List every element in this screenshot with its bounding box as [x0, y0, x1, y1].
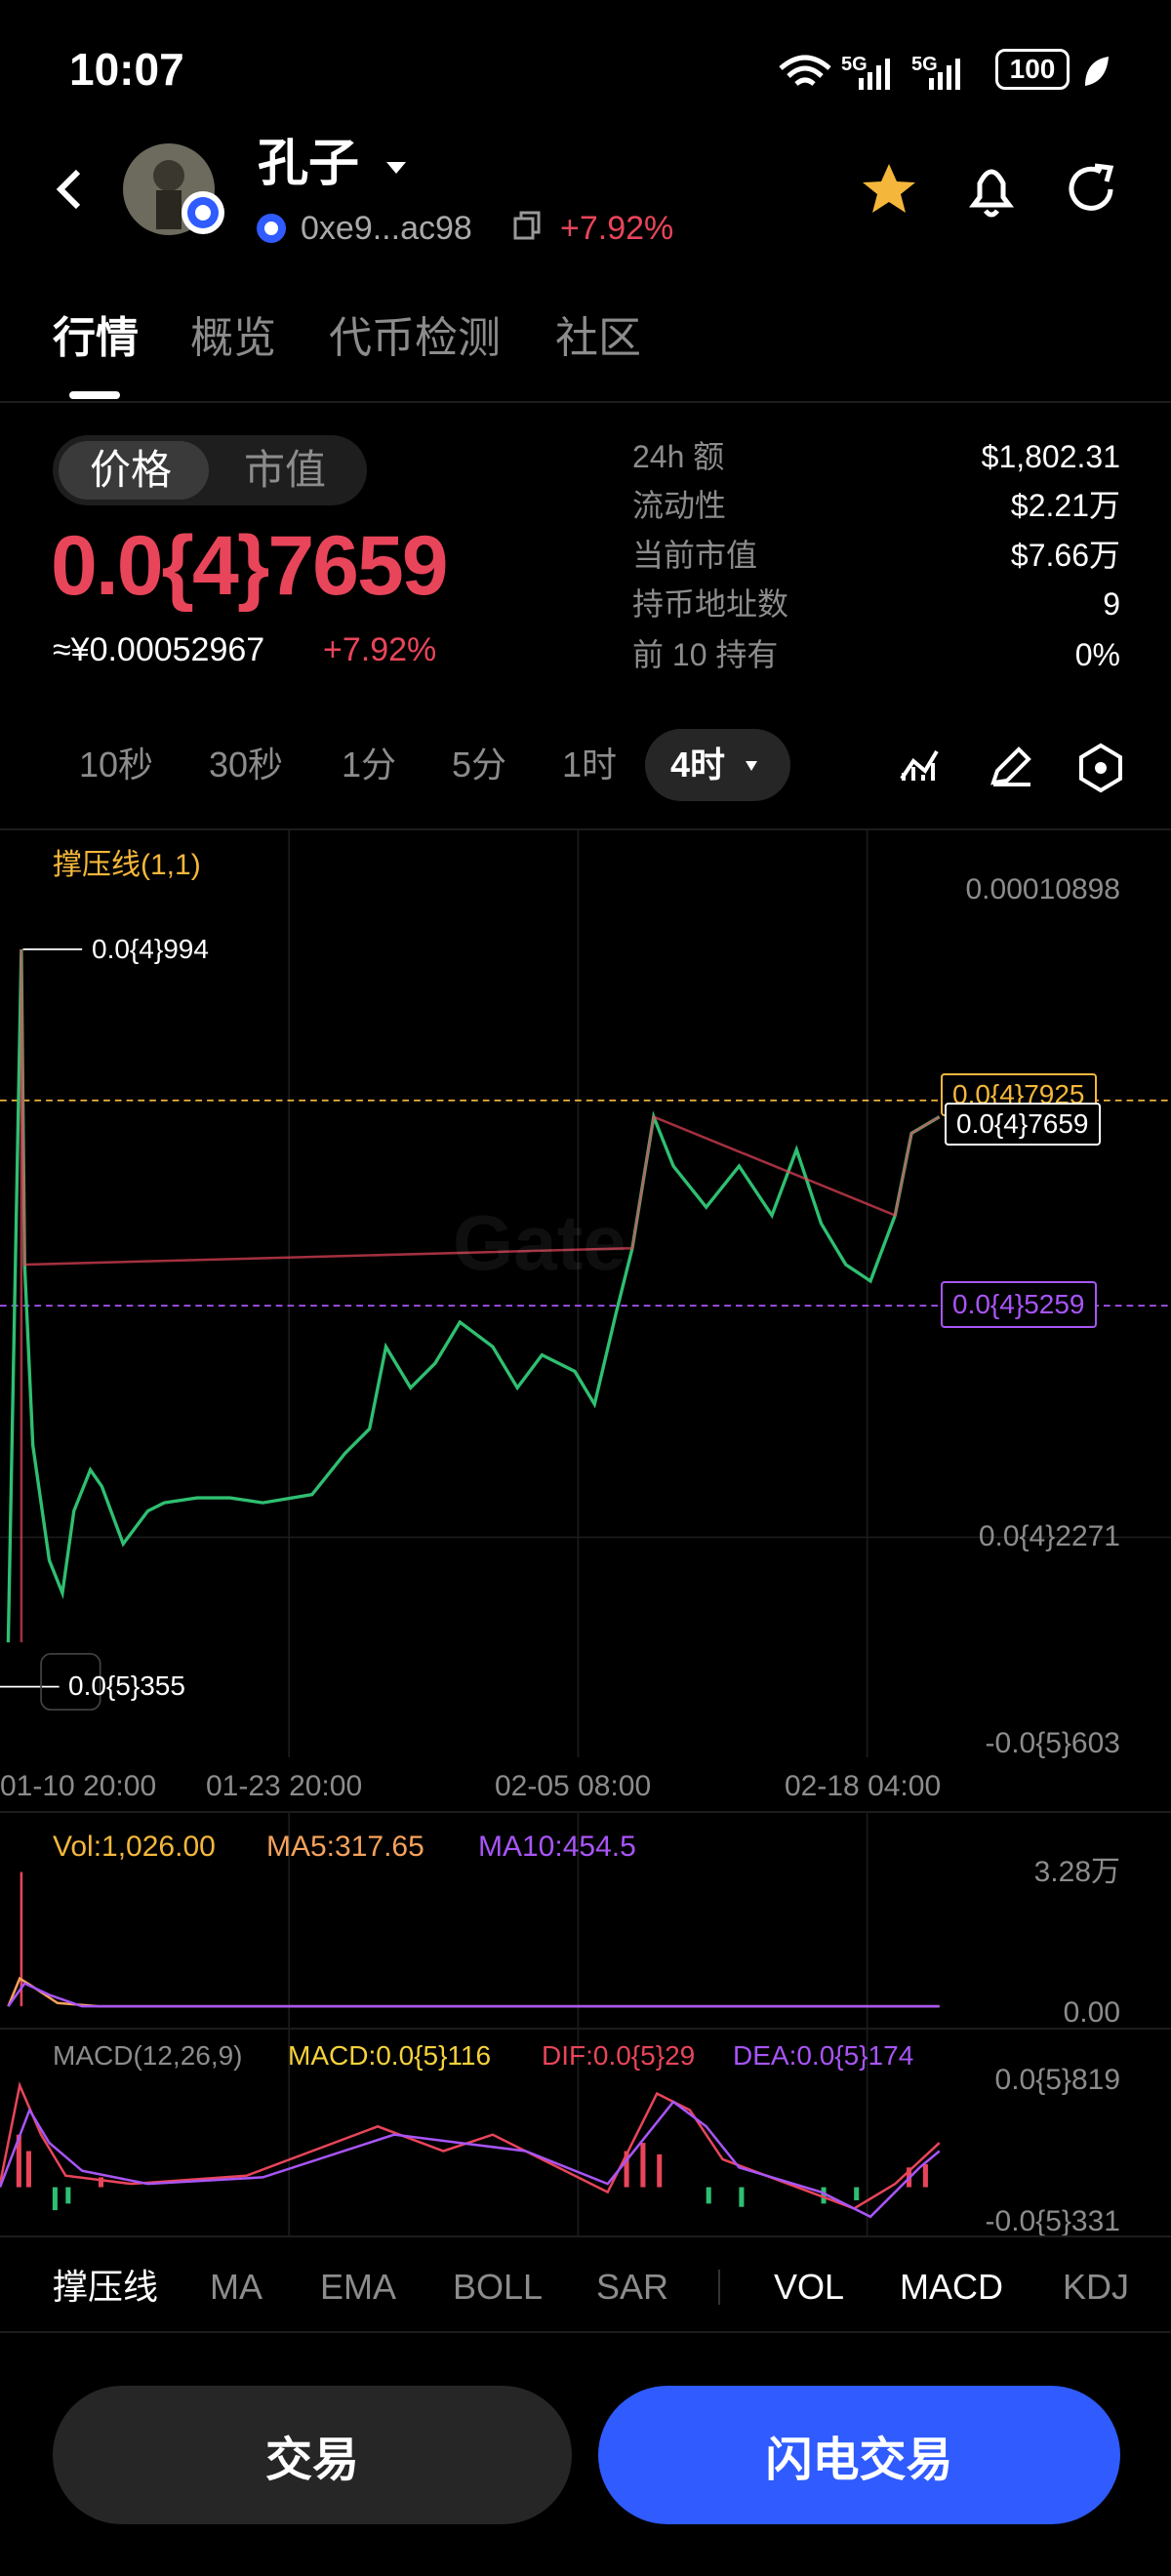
tab[interactable]: 概览: [190, 314, 276, 362]
interval[interactable]: 1时: [562, 745, 618, 785]
y-axis-label: 3.28万: [1033, 1856, 1120, 1888]
indicator-option[interactable]: MA: [210, 2267, 262, 2307]
interval[interactable]: 5分: [452, 745, 507, 785]
y-axis-label: 0.0{5}819: [994, 2064, 1120, 2096]
macd-chart: [0, 2030, 941, 2236]
y-axis-label: 0.00010898: [965, 873, 1121, 906]
x-axis-label: 02-18 04:00: [785, 1770, 942, 1802]
dea-value: DEA:0.0{5}174: [733, 2040, 914, 2071]
x-axis-label: 01-10 20:00: [0, 1770, 157, 1802]
tab[interactable]: 行情: [53, 314, 139, 362]
back-button[interactable]: [56, 169, 81, 210]
token-address: 0xe9...ac98: [301, 210, 472, 247]
divider: [0, 2331, 1171, 2333]
status-icons: [779, 55, 1109, 90]
price-cny: ≈¥0.00052967: [53, 631, 265, 668]
divider: [0, 828, 1171, 830]
settings-tool[interactable]: [1079, 743, 1122, 793]
price-chart: [0, 829, 1171, 1757]
current-price-label: 0.0{4}7659: [945, 1103, 1101, 1146]
indicator-option[interactable]: EMA: [320, 2267, 397, 2307]
price-change: +7.92%: [560, 210, 674, 247]
y-axis-label: 0.00: [1063, 1996, 1120, 2029]
stat-label: 24h 额: [632, 439, 725, 474]
high-label: 0.0{4}994: [92, 934, 209, 964]
y-axis-label: 0.0{4}2271: [978, 1520, 1120, 1552]
header-icons: [56, 143, 1114, 243]
x-axis-label: 01-23 20:00: [206, 1770, 363, 1802]
macd-title: MACD(12,26,9): [53, 2040, 243, 2071]
battery: 100: [995, 49, 1070, 90]
interval[interactable]: 1分: [342, 745, 397, 785]
indicator-option[interactable]: VOL: [774, 2267, 845, 2307]
ma5-label: MA5:317.65: [266, 1831, 424, 1863]
interval[interactable]: 10秒: [79, 745, 154, 785]
indicator-option[interactable]: MACD: [900, 2267, 1003, 2307]
dif-value: DIF:0.0{5}29: [542, 2040, 696, 2071]
stat-value: $2.21万: [1010, 488, 1120, 523]
favorite-star[interactable]: [863, 164, 915, 213]
status-time: 10:07: [69, 44, 184, 95]
divider: [0, 401, 1171, 403]
draw-tool[interactable]: [990, 746, 1031, 786]
indicator-option[interactable]: KDJ: [1063, 2267, 1130, 2307]
interval[interactable]: 4时: [670, 745, 726, 785]
volume-chart: [7, 1813, 940, 2028]
current-price: 0.0{4}7659: [51, 519, 449, 613]
tab-indicator: [69, 391, 120, 399]
network-label: 5G: [911, 54, 938, 75]
divider: [0, 1811, 1171, 1813]
toggle-selected: [59, 441, 209, 500]
alert-bell[interactable]: [969, 169, 1014, 218]
tab[interactable]: 代币检测: [329, 314, 501, 362]
low-label: 0.0{5}355: [68, 1670, 185, 1701]
flash-trade-button[interactable]: 闪电交易: [598, 2386, 1120, 2524]
y-axis-label: -0.0{5}603: [985, 1727, 1120, 1759]
indicator-option[interactable]: SAR: [596, 2267, 669, 2307]
separator: [718, 2270, 720, 2305]
indicator-tool[interactable]: [900, 749, 939, 781]
interval[interactable]: 30秒: [209, 745, 284, 785]
network-label: 5G: [841, 54, 868, 75]
support-label: 0.0{4}5259: [941, 1281, 1097, 1328]
indicator-option[interactable]: BOLL: [453, 2267, 544, 2307]
interval-selected: [645, 729, 790, 801]
price-change: +7.92%: [323, 631, 437, 668]
stat-label: 持币地址数: [632, 586, 789, 622]
stat-value: 9: [1103, 586, 1120, 622]
chart-indicator: 撑压线(1,1): [53, 849, 201, 881]
indicator-option[interactable]: 撑压线: [53, 2267, 159, 2307]
ma10-label: MA10:454.5: [478, 1831, 636, 1863]
share-button[interactable]: [1069, 163, 1114, 211]
volume-label: Vol:1,026.00: [53, 1831, 216, 1863]
toggle-option[interactable]: 市值: [244, 447, 327, 493]
stat-value: $7.66万: [1010, 538, 1120, 573]
watermark: Gate: [453, 1199, 626, 1286]
chart-tools: [746, 743, 1122, 793]
stat-value: 0%: [1074, 637, 1120, 672]
divider: [0, 2235, 1171, 2237]
y-axis-label: -0.0{5}331: [985, 2205, 1120, 2237]
divider: [0, 2028, 1171, 2030]
toggle-option[interactable]: 价格: [90, 447, 173, 493]
macd-value: MACD:0.0{5}116: [288, 2040, 492, 2071]
trade-button[interactable]: 交易: [53, 2386, 572, 2524]
stat-label: 当前市值: [632, 538, 758, 573]
x-axis-label: 02-05 08:00: [495, 1770, 652, 1802]
stat-value: $1,802.31: [981, 439, 1120, 474]
stat-label: 流动性: [632, 488, 727, 523]
stat-label: 前 10 持有: [632, 637, 779, 672]
tab[interactable]: 社区: [555, 314, 641, 362]
token-name[interactable]: 孔子: [258, 136, 360, 192]
